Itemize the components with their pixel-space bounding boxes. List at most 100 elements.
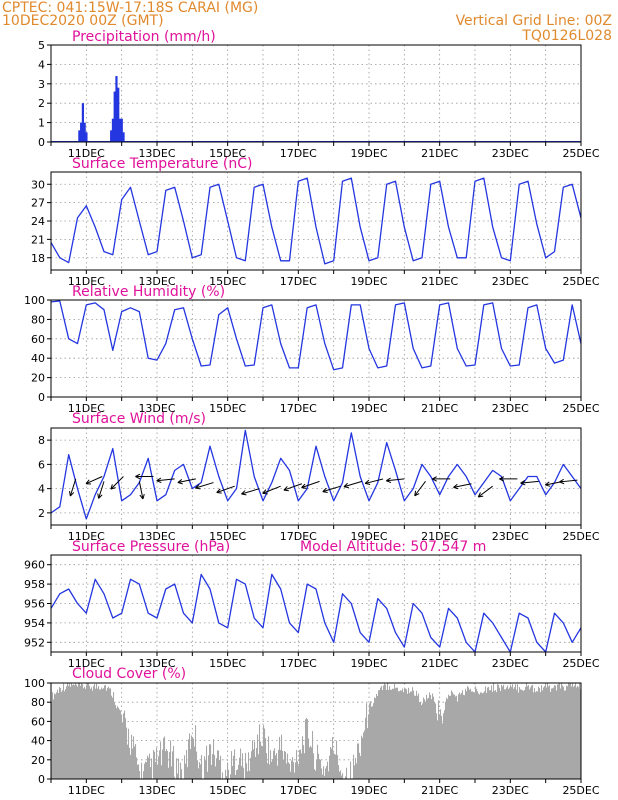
cloud-bar [222, 772, 224, 779]
x-label-rh: 13DEC [138, 402, 175, 415]
cloud-bar [74, 685, 76, 779]
cloud-bar [143, 771, 145, 779]
cloud-bar [539, 688, 541, 779]
cloud-bar [197, 760, 199, 779]
cloud-bar [239, 757, 241, 779]
x-label-rh: 11DEC [68, 402, 105, 415]
cloud-bar [133, 736, 135, 779]
wind-arrow-head [386, 477, 392, 484]
cloud-bar [535, 692, 537, 779]
cloud-bar [571, 686, 573, 779]
ytick-label-rh: 0 [38, 391, 45, 404]
cloud-bar [309, 747, 311, 779]
cloud-bar [281, 734, 283, 779]
cloud-bar [485, 686, 487, 779]
cloud-bar [335, 754, 337, 779]
cloud-bar [489, 690, 491, 779]
cloud-bar [279, 736, 281, 779]
cloud-bar [350, 761, 352, 779]
x-label-cloud: 13DEC [138, 784, 175, 797]
x-label-rh: 23DEC [492, 402, 529, 415]
wind-arrow-head [432, 476, 437, 482]
cloud-bar [546, 687, 548, 779]
cloud-bar [454, 694, 456, 779]
panel-frame-cloud [50, 682, 582, 780]
cloud-bar [56, 692, 58, 779]
cloud-bar [517, 684, 519, 779]
cloud-bar [384, 683, 386, 779]
cloud-bar [64, 691, 66, 779]
cloud-bar [134, 746, 136, 779]
cloud-bar [478, 693, 480, 779]
cloud-bar [200, 764, 202, 779]
cloud-bar [325, 768, 327, 779]
cloud-bar [313, 753, 315, 779]
cloud-bar [556, 690, 558, 779]
cloud-bar [296, 750, 298, 779]
x-label-rh: 21DEC [421, 402, 458, 415]
cloud-bar [337, 755, 339, 779]
cloud-bar [130, 754, 132, 779]
x-label-rh: 19DEC [350, 402, 387, 415]
cloud-bar [81, 683, 83, 779]
cloud-bar [360, 756, 362, 779]
cloud-bar [470, 688, 472, 779]
wind-arrow-head [97, 493, 103, 499]
cloud-bar [422, 703, 424, 779]
precip-bar [117, 87, 120, 142]
cloud-bar [108, 686, 110, 779]
x-label-pres: 23DEC [492, 657, 529, 670]
cloud-bar [145, 761, 147, 779]
ytick-label-precip: 5 [38, 39, 45, 52]
cloud-bar [559, 683, 561, 779]
cloud-bar [225, 769, 227, 779]
cloud-bar [217, 750, 219, 779]
cloud-bar [295, 762, 297, 779]
cloud-bar [103, 688, 105, 779]
cloud-bar [75, 683, 77, 779]
ytick-label-pres: 952 [24, 636, 45, 649]
cloud-bar [464, 695, 466, 779]
cloud-bar [437, 720, 439, 779]
cloud-bar [276, 753, 278, 779]
cloud-bar [243, 767, 245, 779]
cloud-bar [253, 749, 255, 779]
cloud-bar [69, 683, 71, 779]
cloud-bar [399, 691, 401, 779]
cloud-bar [536, 691, 538, 779]
cloud-bar [214, 755, 216, 779]
cloud-bar [72, 685, 74, 779]
cloud-bar [345, 776, 347, 779]
cloud-bar [506, 687, 508, 779]
x-label-temp: 25DEC [562, 275, 599, 288]
cloud-bar [484, 691, 486, 779]
cloud-bar [311, 747, 313, 779]
x-label-precip: 25DEC [562, 147, 599, 160]
cloud-bar [164, 736, 166, 779]
cloud-bar [486, 692, 488, 779]
cloud-bar [168, 767, 170, 779]
cloud-bar [171, 766, 173, 779]
cloud-bar [329, 755, 331, 779]
x-label-precip: 13DEC [138, 147, 175, 160]
cloud-bar [213, 739, 215, 779]
cloud-bar [263, 725, 265, 779]
cloud-bar [371, 706, 373, 779]
panel-frame-precip [50, 44, 582, 143]
cloud-bar [119, 709, 121, 779]
cloud-bar [341, 775, 343, 779]
ytick-label-wind: 8 [38, 434, 45, 447]
wind-arrow-head [241, 490, 247, 496]
cloud-bar [330, 747, 332, 779]
cloud-bar [492, 691, 494, 779]
cloud-bar [540, 692, 542, 779]
cloud-bar [57, 689, 59, 779]
cloud-bar [468, 687, 470, 779]
wind-arrow [98, 481, 105, 499]
ytick-label-pres: 956 [24, 598, 45, 611]
precip-bar [110, 130, 113, 142]
cloud-bar [302, 736, 304, 779]
x-label-wind: 23DEC [492, 530, 529, 543]
cloud-bar [505, 689, 507, 779]
cloud-bar [481, 692, 483, 779]
